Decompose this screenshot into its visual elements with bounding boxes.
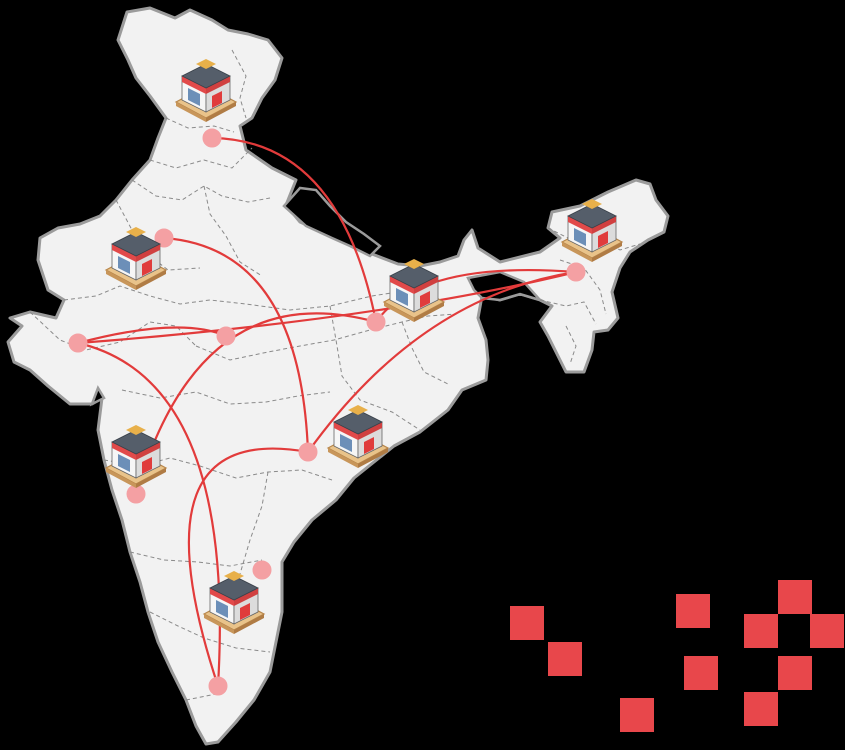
location-node-icon xyxy=(154,228,174,248)
red-square xyxy=(548,642,582,676)
location-node-icon xyxy=(208,676,228,696)
location-node-icon xyxy=(298,442,318,462)
location-node-icon xyxy=(202,128,222,148)
red-square xyxy=(510,606,544,640)
route-2 xyxy=(163,236,310,453)
red-square xyxy=(810,614,844,648)
route-1 xyxy=(211,136,378,323)
red-square xyxy=(744,614,778,648)
red-square xyxy=(778,656,812,690)
red-square xyxy=(744,692,778,726)
red-square xyxy=(778,580,812,614)
decor-squares xyxy=(510,580,844,732)
red-square xyxy=(620,698,654,732)
india-landmass xyxy=(6,6,670,746)
gulf-of-khambhat xyxy=(89,385,106,407)
location-node-icon xyxy=(216,326,236,346)
location-node-icon xyxy=(68,333,88,353)
route-3 xyxy=(77,326,227,345)
red-square xyxy=(676,594,710,628)
location-node-icon xyxy=(566,262,586,282)
red-square xyxy=(684,656,718,690)
location-node-icon xyxy=(252,560,272,580)
nepal-region xyxy=(282,186,382,258)
route-7 xyxy=(307,270,577,453)
location-nodes xyxy=(68,128,586,696)
route-8 xyxy=(187,447,309,687)
location-node-icon xyxy=(366,312,386,332)
